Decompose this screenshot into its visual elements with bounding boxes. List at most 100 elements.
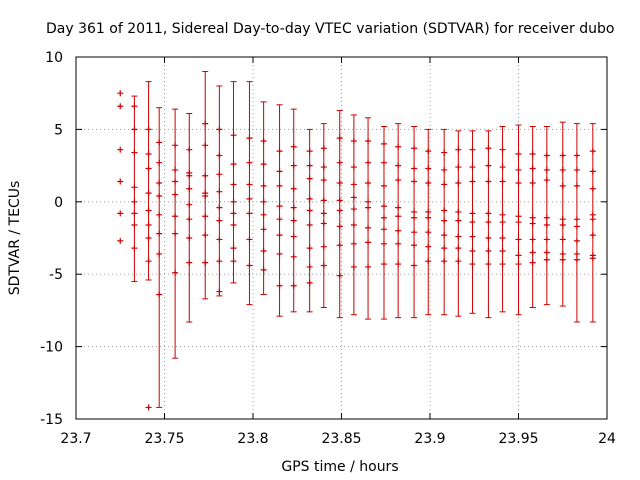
data-point (441, 149, 448, 156)
data-point (395, 143, 402, 150)
data-point (529, 259, 536, 266)
data-point (380, 240, 387, 247)
data-point (276, 216, 283, 223)
data-point (380, 140, 387, 147)
grid-layer (76, 57, 607, 419)
data-point (365, 179, 372, 186)
data-point (395, 213, 402, 220)
data-point (230, 258, 237, 265)
data-point (260, 161, 267, 168)
x-tick-label: 23.7 (60, 431, 91, 447)
error-bar-group (485, 130, 492, 319)
data-point (320, 210, 327, 217)
data-point (320, 220, 327, 227)
y-tick-label: -5 (49, 267, 63, 283)
data-point (395, 261, 402, 268)
y-tick-label: -15 (40, 412, 63, 428)
data-point (529, 249, 536, 256)
data-point (529, 151, 536, 158)
data-point (365, 137, 372, 144)
data-point (145, 258, 152, 265)
data-point (260, 248, 267, 255)
data-point (230, 198, 237, 205)
x-tick-label: 23.75 (144, 431, 184, 447)
error-bar-group (441, 128, 448, 316)
data-point (336, 179, 343, 186)
data-point (365, 159, 372, 166)
data-point (145, 207, 152, 214)
y-tick-label: 5 (54, 122, 63, 138)
data-point (515, 252, 522, 259)
data-point (365, 204, 372, 211)
data-point (246, 236, 253, 243)
data-point (290, 282, 297, 289)
data-point (411, 242, 418, 249)
data-point (515, 213, 522, 220)
data-point (441, 207, 448, 214)
data-point (425, 214, 432, 221)
data-point (320, 197, 327, 204)
data-point (306, 148, 313, 155)
data-point (156, 211, 163, 218)
data-point (230, 132, 237, 139)
data-point (515, 219, 522, 226)
data-point (573, 237, 580, 244)
data-point (156, 250, 163, 257)
data-point (543, 249, 550, 256)
data-point (306, 279, 313, 286)
x-tick-label: 24 (598, 431, 616, 447)
data-point (573, 250, 580, 257)
data-point (131, 210, 138, 217)
error-bar-group (573, 123, 580, 323)
data-point (455, 208, 462, 215)
data-point (573, 223, 580, 230)
error-bar-group (246, 81, 253, 306)
data-point (499, 146, 506, 153)
data-point (469, 164, 476, 171)
data-point (515, 261, 522, 268)
data-point (276, 250, 283, 257)
data-point (573, 182, 580, 189)
error-bar-group (186, 112, 193, 323)
error-bar-group (260, 101, 267, 295)
data-point (260, 211, 267, 218)
data-point (246, 195, 253, 202)
error-bar-group (559, 121, 566, 307)
data-point (320, 164, 327, 171)
data-point (455, 258, 462, 265)
data-point (172, 178, 179, 185)
error-bar-group (469, 130, 476, 314)
data-point (117, 90, 124, 97)
error-bar-group (425, 128, 432, 316)
y-tick-label: 10 (45, 50, 63, 66)
error-bar-group (529, 126, 536, 309)
data-point (202, 142, 209, 149)
data-point (589, 216, 596, 223)
x-tick-label: 23.85 (321, 431, 361, 447)
data-point (202, 172, 209, 179)
data-point (469, 219, 476, 226)
error-bar-group (156, 107, 163, 408)
data-point (172, 213, 179, 220)
data-point (260, 226, 267, 233)
data-point (425, 243, 432, 250)
data-point (350, 206, 357, 213)
data-point (230, 221, 237, 228)
data-point (469, 261, 476, 268)
data-point (336, 242, 343, 249)
data-point (425, 258, 432, 265)
data-point (441, 232, 448, 239)
data-point (543, 221, 550, 228)
data-point (202, 193, 209, 200)
data-point (441, 166, 448, 173)
data-point (559, 216, 566, 223)
x-tick-label: 23.95 (498, 431, 538, 447)
data-point (499, 261, 506, 268)
data-point (202, 232, 209, 239)
data-point (172, 166, 179, 173)
error-bar-group (380, 126, 387, 320)
data-point (156, 159, 163, 166)
data-point (156, 230, 163, 237)
data-point (172, 191, 179, 198)
data-point (350, 181, 357, 188)
